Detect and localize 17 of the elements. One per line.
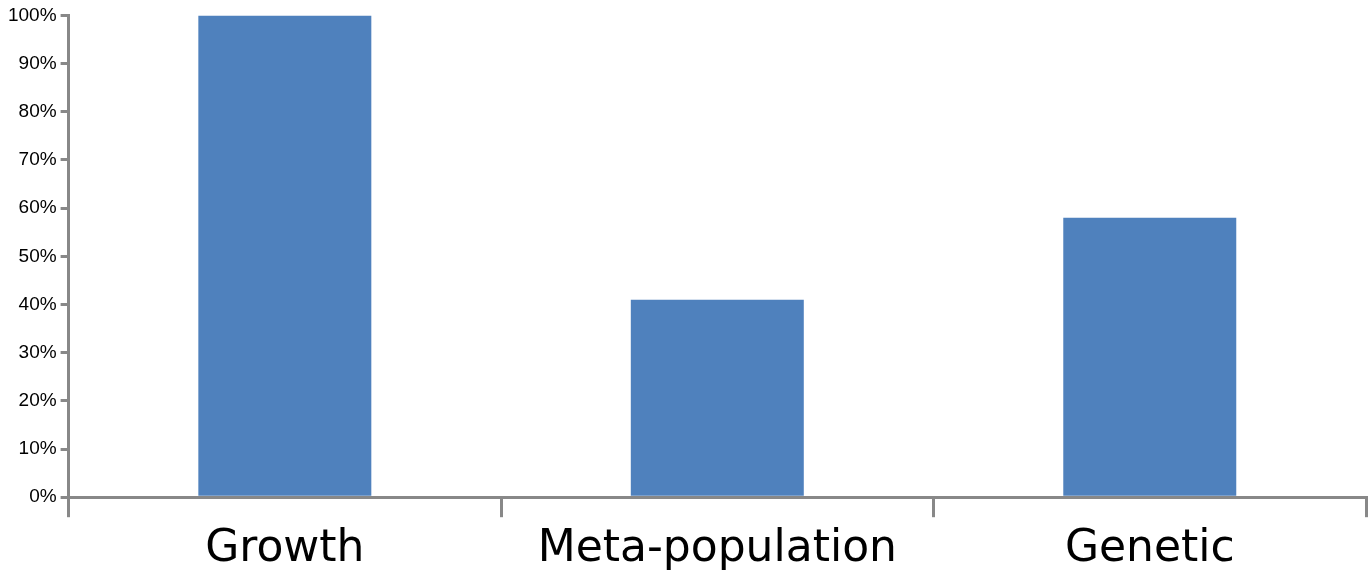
x-tick-label: Growth bbox=[205, 520, 365, 572]
y-tick-label: 0% bbox=[29, 485, 57, 507]
x-tick-label: Meta-population bbox=[537, 520, 897, 572]
y-tick-label: 80% bbox=[18, 99, 57, 121]
y-tick-label: 10% bbox=[18, 437, 57, 459]
y-tick-label: 20% bbox=[18, 389, 57, 411]
y-tick-label: 90% bbox=[18, 51, 57, 73]
bar bbox=[198, 15, 372, 496]
y-tick-label: 30% bbox=[18, 340, 57, 362]
bar bbox=[1063, 217, 1237, 496]
bar bbox=[630, 299, 804, 496]
y-tick-label: 70% bbox=[18, 148, 57, 170]
y-tick-label: 60% bbox=[18, 196, 57, 218]
x-tick-label: Genetic bbox=[1064, 520, 1235, 572]
y-tick-label: 40% bbox=[18, 292, 57, 314]
y-tick-label: 100% bbox=[7, 3, 57, 25]
y-tick-label: 50% bbox=[18, 244, 57, 266]
